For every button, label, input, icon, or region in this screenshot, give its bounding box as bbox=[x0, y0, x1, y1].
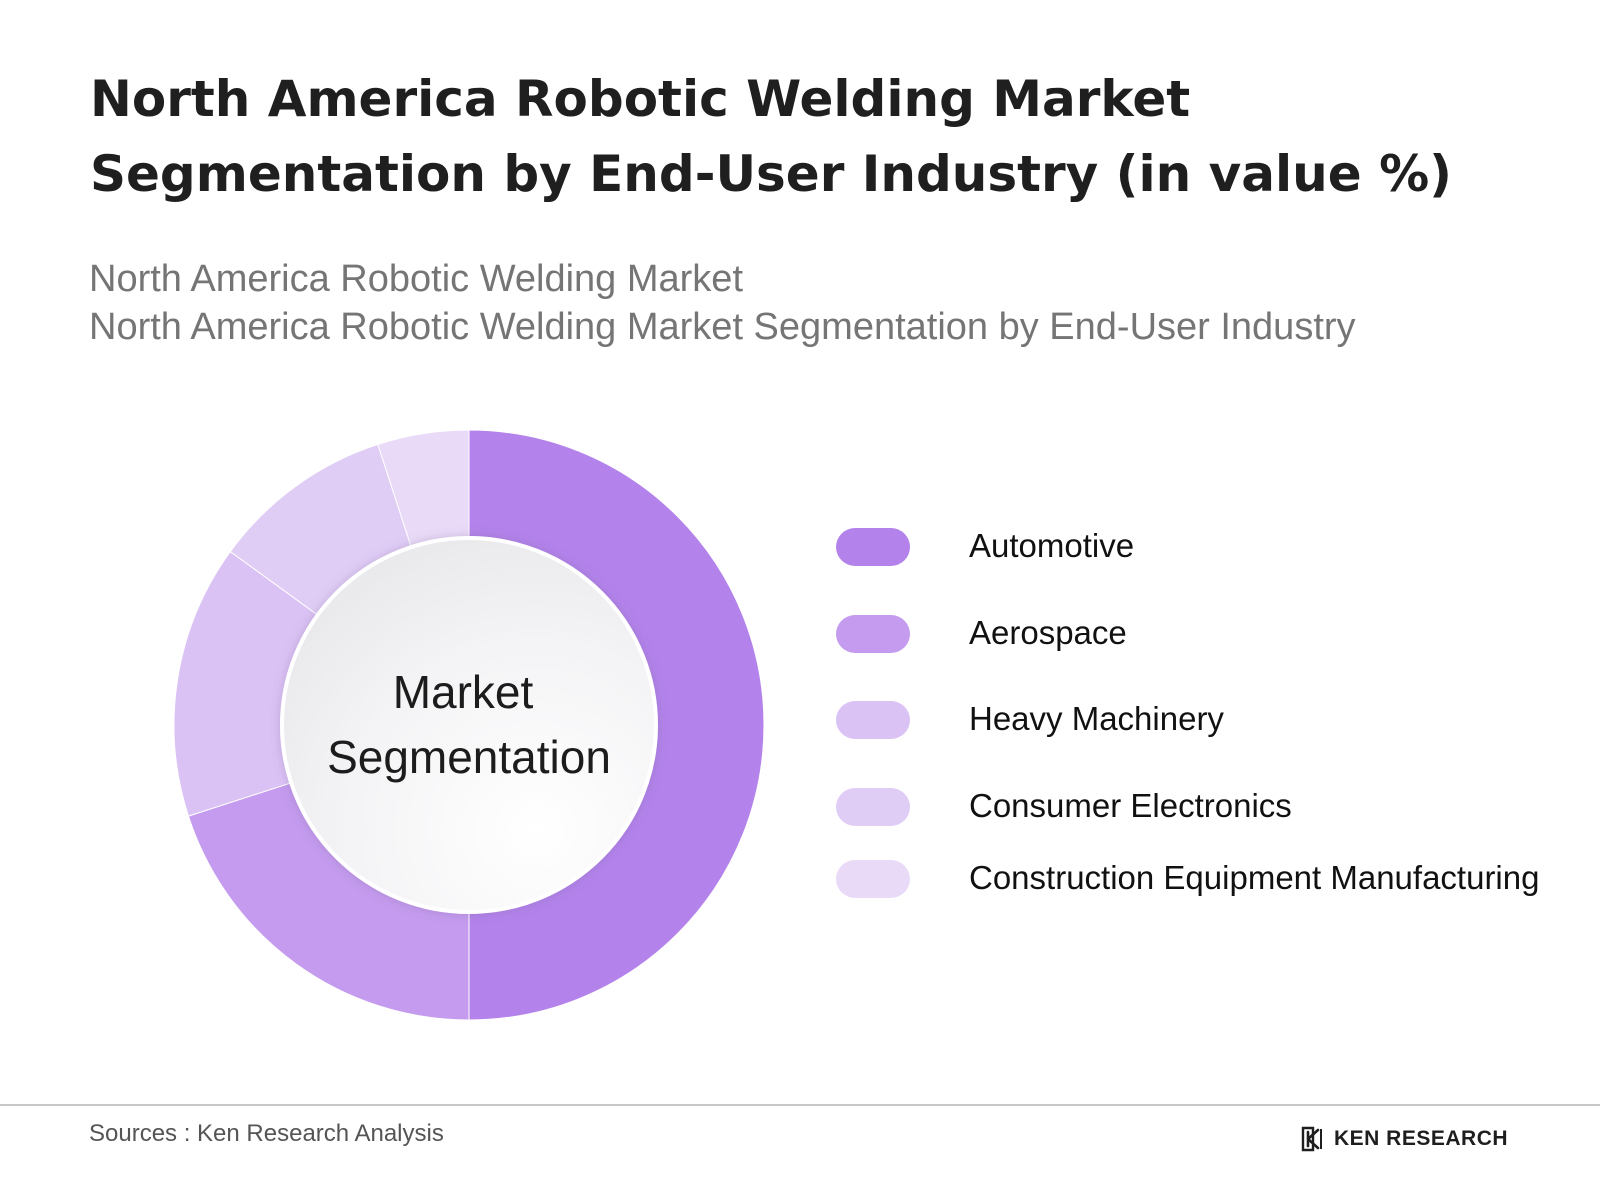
legend-label: Consumer Electronics bbox=[969, 787, 1292, 824]
ken-research-logo-icon bbox=[1301, 1126, 1322, 1152]
legend-item: Construction Equipment Manufacturing bbox=[836, 858, 1576, 898]
source-note: Sources : Ken Research Analysis bbox=[89, 1120, 444, 1147]
legend-item: Consumer Electronics bbox=[836, 786, 1576, 826]
donut-center-label-line-1: Market bbox=[393, 666, 534, 718]
chart-subtitle-segmentation: North America Robotic Welding Market Seg… bbox=[89, 306, 1356, 348]
footer-divider bbox=[0, 1104, 1600, 1106]
legend-swatch bbox=[836, 615, 910, 653]
chart-title: North America Robotic Welding Market Seg… bbox=[90, 70, 1453, 203]
legend-swatch bbox=[836, 701, 910, 739]
legend-item: Automotive bbox=[836, 526, 1576, 566]
donut-center-disc bbox=[280, 536, 658, 914]
chart-subtitle-market: North America Robotic Welding Market bbox=[89, 258, 743, 300]
legend-label: Aerospace bbox=[969, 614, 1127, 651]
brand-logo: KEN RESEARCH bbox=[1300, 1124, 1520, 1154]
legend-swatch bbox=[836, 788, 910, 826]
legend-swatch bbox=[836, 528, 910, 566]
legend-label: Automotive bbox=[969, 527, 1135, 564]
legend-label: Heavy Machinery bbox=[969, 700, 1224, 737]
donut-center-label-line-2: Segmentation bbox=[327, 731, 611, 783]
legend-label: Construction Equipment Manufacturing bbox=[969, 859, 1540, 896]
brand-name: KEN RESEARCH bbox=[1334, 1127, 1509, 1150]
legend-item: Aerospace bbox=[836, 613, 1576, 653]
legend-item: Heavy Machinery bbox=[836, 699, 1576, 739]
legend-swatch bbox=[836, 860, 910, 898]
donut-slices bbox=[173, 429, 765, 1021]
